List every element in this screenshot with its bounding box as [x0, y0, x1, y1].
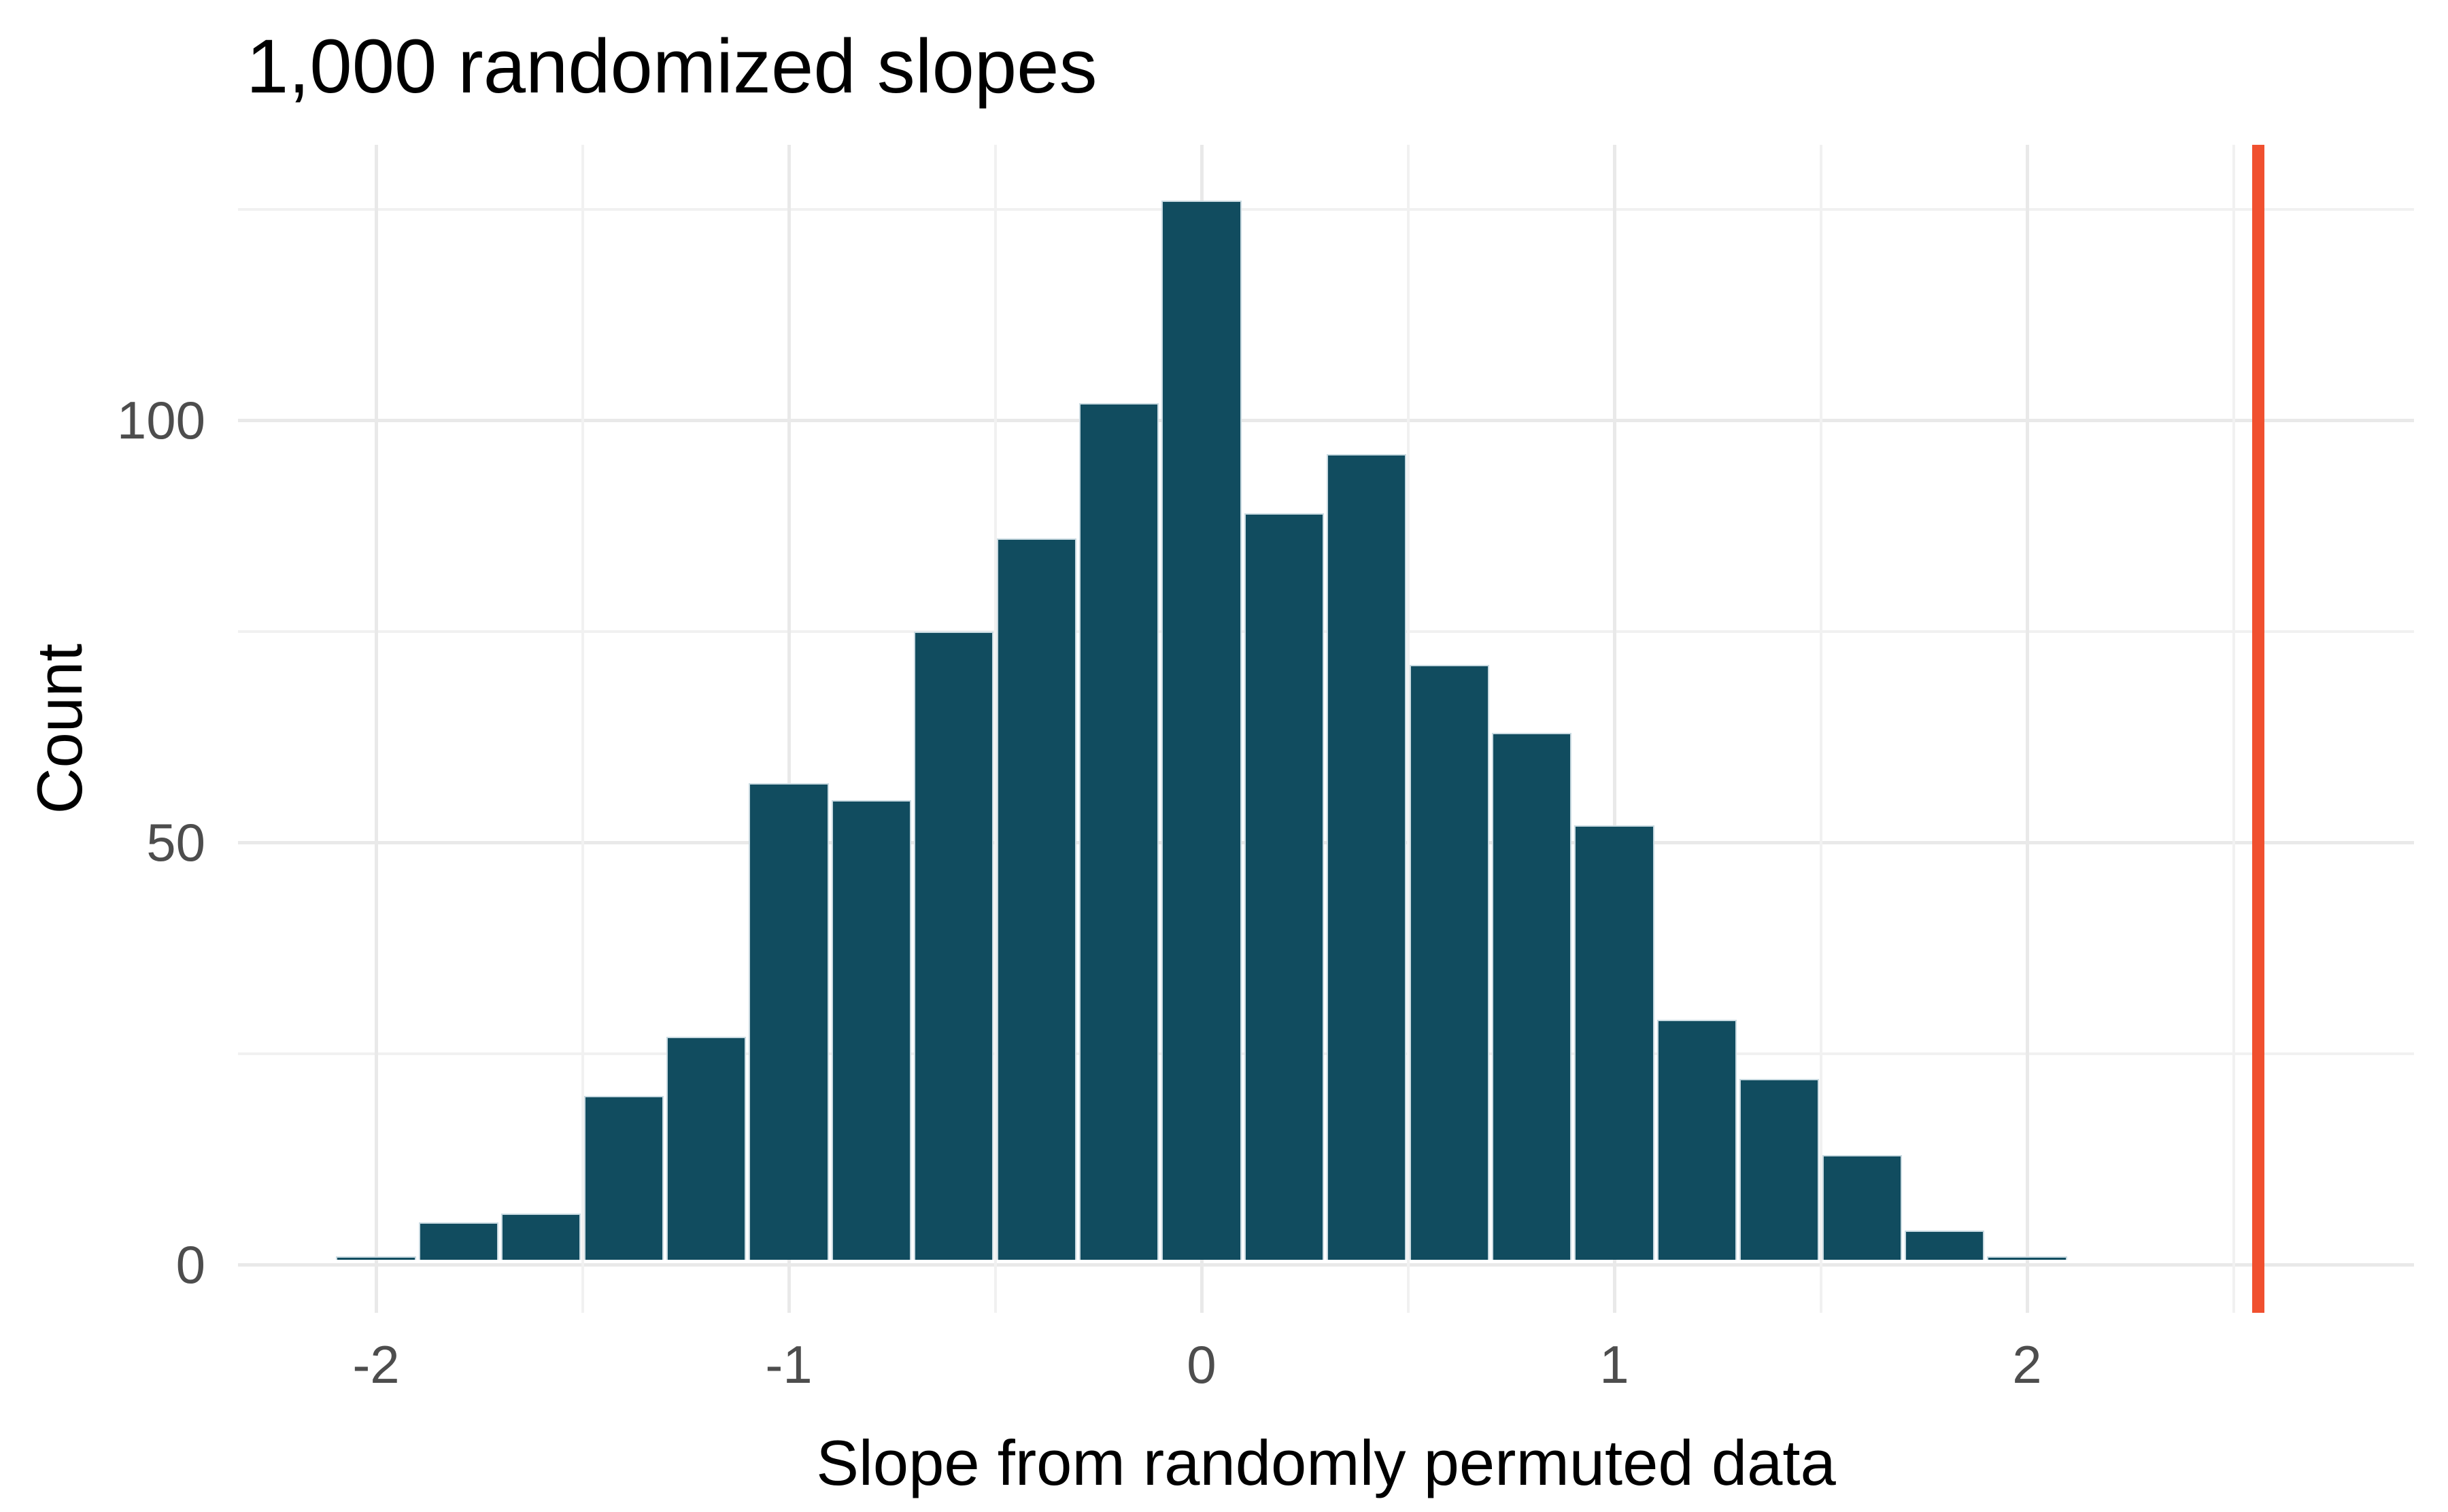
histogram-bar: [1078, 403, 1159, 1260]
x-minor-gridline: [581, 145, 584, 1313]
histogram-bar: [1161, 201, 1242, 1260]
histogram-bar: [1987, 1256, 2067, 1260]
histogram-bar: [1739, 1078, 1820, 1260]
y-major-gridline: [238, 1262, 2414, 1267]
histogram-bar: [1409, 665, 1489, 1260]
x-major-gridline: [374, 145, 378, 1313]
x-minor-gridline: [1406, 145, 1410, 1313]
x-axis-title: Slope from randomly permuted data: [816, 1427, 1836, 1498]
histogram-bar: [666, 1036, 747, 1260]
histogram-bar: [996, 538, 1076, 1260]
y-tick-label: 50: [146, 812, 205, 872]
histogram-bar: [1491, 732, 1572, 1260]
histogram-bar: [1904, 1231, 1985, 1260]
y-axis-title: Count: [24, 643, 95, 814]
x-tick-label: -1: [765, 1335, 813, 1394]
y-minor-gridline: [238, 1052, 2414, 1055]
y-minor-gridline: [238, 207, 2414, 211]
histogram-bar: [1244, 513, 1325, 1260]
y-minor-gridline: [238, 630, 2414, 633]
x-minor-gridline: [2232, 145, 2235, 1313]
histogram-bar: [583, 1095, 664, 1260]
histogram-bar: [831, 800, 912, 1260]
histogram-bar: [1822, 1154, 1902, 1260]
histogram-bar: [336, 1256, 416, 1260]
histogram-bar: [1327, 453, 1407, 1260]
x-tick-label: -2: [352, 1335, 400, 1394]
observed-slope-line: [2251, 145, 2264, 1313]
x-minor-gridline: [993, 145, 997, 1313]
y-tick-label: 100: [116, 390, 205, 450]
histogram-bar: [914, 631, 994, 1260]
x-tick-label: 0: [1187, 1335, 1217, 1394]
histogram-bar: [418, 1222, 499, 1260]
x-tick-label: 2: [2012, 1335, 2042, 1394]
plot-panel: [238, 145, 2414, 1313]
histogram-bar: [1574, 825, 1654, 1260]
y-tick-label: 0: [175, 1235, 205, 1294]
x-tick-label: 1: [1599, 1335, 1629, 1394]
chart-title: 1,000 randomized slopes: [246, 24, 1098, 109]
histogram-bar: [501, 1214, 581, 1260]
x-minor-gridline: [1819, 145, 1822, 1313]
x-major-gridline: [787, 145, 791, 1313]
y-major-gridline: [238, 418, 2414, 422]
histogram-bar: [749, 783, 829, 1260]
x-major-gridline: [1612, 145, 1616, 1313]
histogram-bar: [1656, 1019, 1737, 1260]
y-major-gridline: [238, 840, 2414, 844]
x-major-gridline: [2025, 145, 2029, 1313]
